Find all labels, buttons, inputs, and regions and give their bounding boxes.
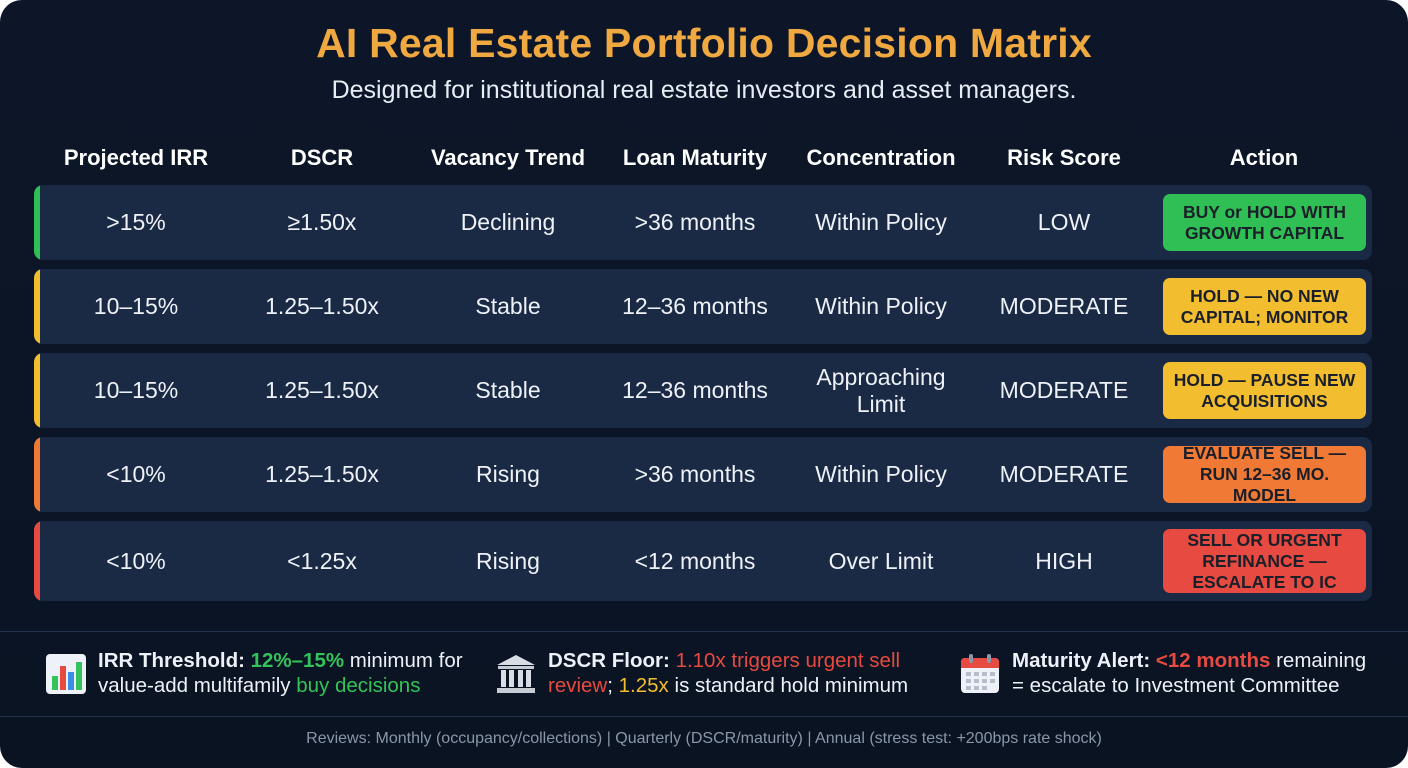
cell-irr: >15%	[106, 209, 166, 235]
note-maturity-alert: Maturity Alert: <12 months remaining = e…	[958, 648, 1388, 704]
note-text: IRR Threshold: 12%–15% minimum for value…	[98, 648, 463, 698]
table-header: Projected IRR DSCR Vacancy Trend Loan Ma…	[0, 140, 1408, 176]
row-accent-bar	[34, 269, 40, 344]
action-badge: HOLD — NO NEW CAPITAL; MONITOR	[1163, 278, 1366, 335]
column-header-concentration: Concentration	[806, 145, 956, 170]
row-accent-bar	[34, 521, 40, 601]
cell-concentration: Within Policy	[815, 209, 947, 235]
bank-icon	[497, 655, 535, 693]
note-text-part: remaining	[1270, 649, 1367, 672]
cell-irr: 10–15%	[93, 293, 179, 319]
section-divider	[0, 716, 1408, 717]
cell-risk: MODERATE	[999, 377, 1129, 403]
cell-vacancy: Stable	[475, 377, 541, 403]
note-value: 12%–15%	[250, 649, 345, 672]
note-label: Maturity Alert:	[1012, 649, 1151, 672]
cell-risk: HIGH	[1035, 547, 1093, 574]
note-value: <12 months	[1155, 649, 1271, 672]
table-row: <10% 1.25–1.50x Rising >36 months Within…	[34, 437, 1372, 512]
page-title: AI Real Estate Portfolio Decision Matrix	[316, 20, 1092, 66]
cell-maturity: >36 months	[634, 461, 756, 487]
note-label: IRR Threshold:	[98, 649, 245, 672]
cell-maturity: <12 months	[634, 547, 756, 574]
cell-irr: <10%	[106, 461, 166, 487]
cell-concentration: Over Limit	[828, 547, 934, 574]
row-accent-bar	[34, 353, 40, 428]
table-row: 10–15% 1.25–1.50x Stable 12–36 months Ap…	[34, 353, 1372, 428]
cell-maturity: 12–36 months	[622, 377, 768, 403]
section-divider	[0, 631, 1408, 632]
note-value-secondary: 1.25x	[618, 674, 669, 697]
calendar-icon	[961, 654, 999, 693]
action-badge: EVALUATE SELL — RUN 12–36 MO. MODEL	[1163, 443, 1366, 505]
cell-maturity: >36 months	[634, 209, 756, 235]
cell-vacancy: Rising	[476, 547, 540, 574]
note-text-part: = escalate to Investment Committee	[1012, 674, 1340, 697]
note-text-part: is standard hold minimum	[668, 674, 909, 697]
cell-concentration: Within Policy	[815, 461, 947, 487]
cell-vacancy: Stable	[475, 293, 541, 319]
column-header-maturity: Loan Maturity	[622, 145, 768, 170]
cell-vacancy: Declining	[460, 209, 556, 235]
cell-irr: <10%	[106, 547, 166, 574]
note-highlight: review	[548, 674, 608, 697]
action-badge: HOLD — PAUSE NEW ACQUISITIONS	[1163, 362, 1366, 419]
note-highlight: buy decisions	[296, 674, 421, 697]
note-text: Maturity Alert: <12 months remaining = e…	[1012, 648, 1366, 698]
column-header-vacancy: Vacancy Trend	[430, 145, 586, 170]
table-row: >15% ≥1.50x Declining >36 months Within …	[34, 185, 1372, 260]
row-accent-bar	[34, 185, 40, 260]
column-header-action: Action	[1229, 145, 1299, 170]
note-value: 1.10x	[675, 649, 726, 672]
cell-risk: MODERATE	[999, 293, 1129, 319]
cell-maturity: 12–36 months	[622, 293, 768, 319]
note-text: DSCR Floor: 1.10x triggers urgent sell r…	[548, 648, 908, 698]
cell-dscr: <1.25x	[287, 547, 357, 574]
action-badge: BUY or HOLD WITH GROWTH CAPITAL	[1163, 194, 1366, 251]
review-cadence-footer: Reviews: Monthly (occupancy/collections)…	[306, 730, 1102, 747]
cell-dscr: 1.25–1.50x	[265, 377, 379, 403]
note-highlight: triggers urgent sell	[725, 649, 901, 672]
cell-concentration: Approaching Limit	[816, 363, 946, 417]
column-header-dscr: DSCR	[290, 145, 354, 170]
note-irr-threshold: IRR Threshold: 12%–15% minimum for value…	[44, 648, 464, 704]
row-accent-bar	[34, 437, 40, 512]
cell-dscr: 1.25–1.50x	[265, 461, 379, 487]
cell-concentration: Within Policy	[815, 293, 947, 319]
note-label: DSCR Floor:	[548, 649, 670, 672]
note-text-part: value-add multifamily	[98, 674, 297, 697]
cell-vacancy: Rising	[476, 461, 540, 487]
cell-irr: 10–15%	[93, 377, 179, 403]
table-row: <10% <1.25x Rising <12 months Over Limit…	[34, 521, 1372, 601]
cell-risk: LOW	[1037, 209, 1091, 235]
table-row: 10–15% 1.25–1.50x Stable 12–36 months Wi…	[34, 269, 1372, 344]
action-badge: SELL OR URGENT REFINANCE — ESCALATE TO I…	[1163, 529, 1366, 593]
note-dscr-floor: DSCR Floor: 1.10x triggers urgent sell r…	[494, 648, 924, 704]
cell-risk: MODERATE	[999, 461, 1129, 487]
cell-dscr: ≥1.50x	[287, 209, 357, 235]
column-header-risk: Risk Score	[1007, 145, 1121, 170]
note-text-part: ;	[607, 674, 619, 697]
page-subtitle: Designed for institutional real estate i…	[331, 76, 1077, 104]
bar-chart-icon	[46, 654, 86, 694]
column-header-irr: Projected IRR	[63, 145, 209, 170]
cell-dscr: 1.25–1.50x	[265, 293, 379, 319]
note-text-part: minimum for	[344, 649, 463, 672]
